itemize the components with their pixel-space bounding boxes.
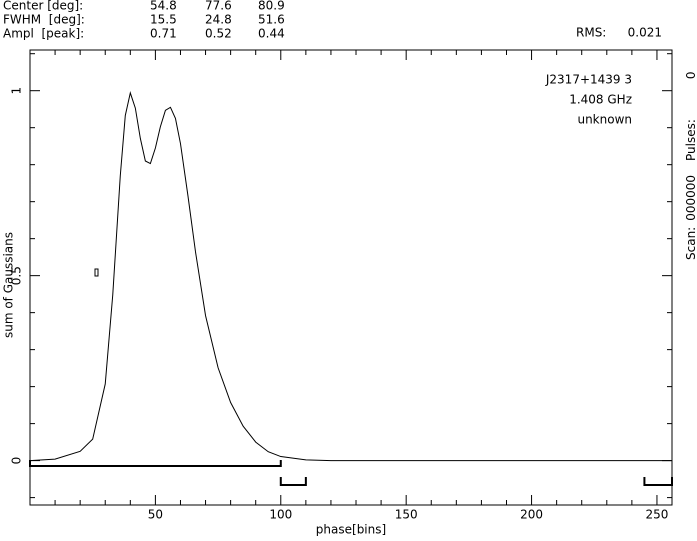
header-value: 77.6	[205, 0, 232, 13]
window-bracket	[29, 460, 282, 467]
rms-label: RMS:	[576, 26, 606, 40]
header-value: 0.71	[150, 27, 177, 41]
annotation: J2317+1439 3	[545, 73, 632, 87]
scan-value: 000000	[684, 175, 697, 221]
x-tick-label: 150	[395, 508, 418, 522]
header-label: Center [deg]:	[3, 0, 83, 13]
side-info: Scan: 000000 Pulses: 0	[684, 71, 697, 260]
header-value: 0.52	[205, 27, 232, 41]
marker-box	[94, 268, 99, 277]
header-value: 0.44	[258, 27, 285, 41]
profile-line	[29, 91, 672, 462]
y-tick-label: 0.5	[10, 266, 24, 285]
x-tick-label: 250	[646, 508, 669, 522]
header-value: 80.9	[258, 0, 285, 13]
header-value: 54.8	[150, 0, 177, 13]
header-value: 51.6	[258, 13, 285, 27]
y-tick-label: 1	[10, 87, 24, 95]
header-value: 24.8	[205, 13, 232, 27]
x-tick-label: 50	[148, 508, 163, 522]
y-axis-label: sum of Gaussians	[2, 232, 16, 338]
annotation: 1.408 GHz	[569, 93, 632, 107]
window-bracket	[279, 477, 307, 486]
y-tick-label: 0	[10, 457, 24, 465]
x-tick-label: 100	[269, 508, 292, 522]
rms-value: 0.021	[628, 26, 662, 40]
window-bracket	[643, 477, 673, 486]
header-label: Ampl [peak]:	[3, 27, 84, 41]
x-axis-label: phase[bins]	[316, 523, 386, 537]
pulses-value: 0	[684, 71, 697, 79]
pulses-label: Pulses:	[684, 119, 697, 161]
plot-frame	[29, 49, 673, 506]
header-value: 15.5	[150, 13, 177, 27]
annotation: unknown	[577, 113, 632, 127]
x-tick-label: 200	[520, 508, 543, 522]
scan-label: Scan:	[684, 227, 697, 260]
header-label: FWHM [deg]:	[3, 13, 85, 27]
